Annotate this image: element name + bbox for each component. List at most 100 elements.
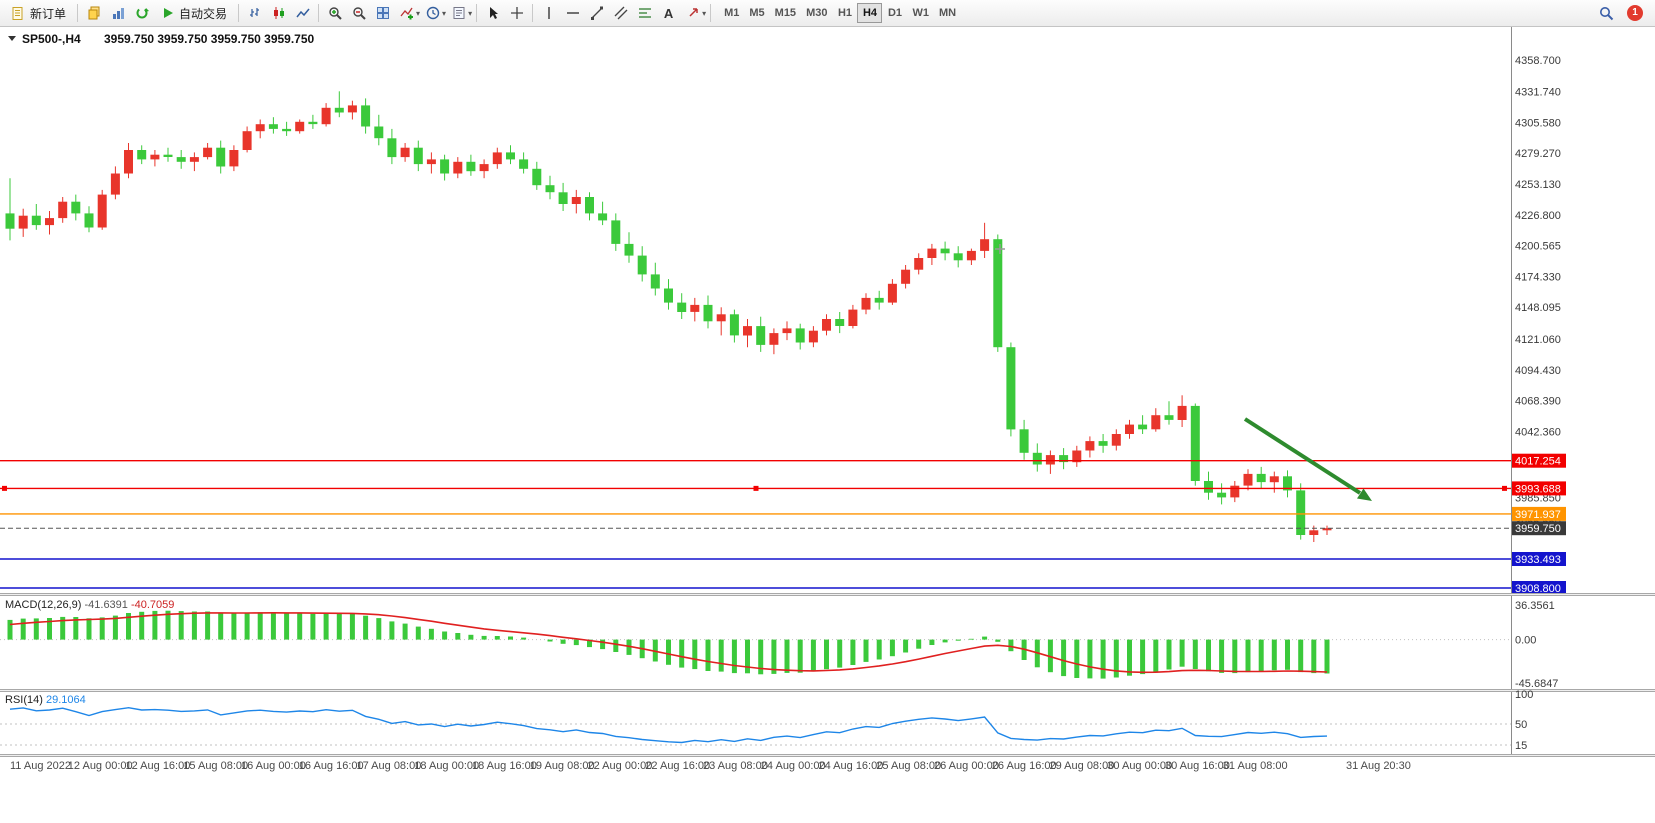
candle-body xyxy=(466,161,476,172)
price-line-label-bg xyxy=(1512,481,1566,496)
text-tool-button[interactable]: A xyxy=(657,2,680,24)
arrows-tool-button[interactable] xyxy=(681,2,704,24)
rsi-scale-100: 100 xyxy=(1515,689,1533,701)
candle-body xyxy=(1283,476,1292,491)
indicators-caret-icon[interactable]: ▾ xyxy=(416,8,421,18)
candle-body xyxy=(848,309,858,326)
macd-scale-max: 36.3561 xyxy=(1515,600,1555,612)
trend-arrow[interactable] xyxy=(1243,417,1372,501)
candle-body xyxy=(519,159,529,169)
candle-body xyxy=(1006,347,1016,430)
line-handle[interactable] xyxy=(753,485,759,491)
price-line-label-bg xyxy=(1512,506,1566,521)
templates-button[interactable] xyxy=(447,2,470,24)
algo-trading-label: 自动交易 xyxy=(179,6,228,21)
timeframe-H4[interactable]: H4 xyxy=(857,3,883,23)
panel-separator[interactable] xyxy=(0,689,1655,692)
new-order-button[interactable]: 新订单 xyxy=(4,2,73,24)
candle-body xyxy=(966,250,976,261)
candle-body xyxy=(84,213,94,228)
templates-caret-icon[interactable]: ▾ xyxy=(468,8,473,18)
candle-body xyxy=(282,128,292,132)
candle-body xyxy=(532,168,542,186)
current-price-label: 3959.750 xyxy=(1515,523,1561,535)
crosshair-icon xyxy=(510,7,523,19)
time-label: 24 Aug 00:00 xyxy=(761,760,826,772)
fibonacci-icon xyxy=(638,8,651,18)
timeframe-M15[interactable]: M15 xyxy=(770,3,801,23)
search-button[interactable] xyxy=(1595,2,1618,24)
timeframe-M5[interactable]: M5 xyxy=(744,3,769,23)
cursor-button[interactable] xyxy=(481,2,504,24)
time-label: 31 Aug 08:00 xyxy=(1223,760,1288,772)
candle-body xyxy=(1019,429,1029,453)
timeframe-H1[interactable]: H1 xyxy=(832,3,857,23)
vertical-line-button[interactable] xyxy=(537,2,560,24)
refresh-button[interactable] xyxy=(130,2,153,24)
tile-windows-button[interactable] xyxy=(371,2,394,24)
zoom-out-button[interactable] xyxy=(347,2,370,24)
horizontal-line-icon xyxy=(566,12,579,14)
arrows-caret-icon[interactable]: ▾ xyxy=(702,8,707,18)
timeframe-W1[interactable]: W1 xyxy=(907,3,934,23)
time-label: 18 Aug 16:00 xyxy=(472,760,537,772)
candle-body xyxy=(637,255,647,275)
candle-body xyxy=(1190,405,1200,481)
line-handle[interactable] xyxy=(1502,485,1507,491)
notification-badge[interactable]: 1 xyxy=(1627,5,1643,21)
panel-separator[interactable] xyxy=(0,593,1655,596)
fibonacci-button[interactable] xyxy=(633,2,656,24)
candle-body xyxy=(1059,455,1069,463)
candle-body xyxy=(795,328,805,343)
time-label: 16 Aug 16:00 xyxy=(299,760,364,772)
periods-button[interactable] xyxy=(421,2,444,24)
line-chart-button[interactable] xyxy=(291,2,314,24)
line-handle[interactable] xyxy=(2,485,7,491)
zoom-in-button[interactable] xyxy=(323,2,346,24)
timeframe-M30[interactable]: M30 xyxy=(801,3,832,23)
periods-caret-icon[interactable]: ▾ xyxy=(442,8,447,18)
cross-marker xyxy=(995,244,1005,254)
market-watch-button[interactable] xyxy=(106,2,129,24)
price-tick: 4200.565 xyxy=(1515,241,1561,253)
panel-separator[interactable] xyxy=(0,754,1655,757)
candle-body xyxy=(137,150,147,160)
toolbar-right-group: 1 xyxy=(1595,2,1651,24)
price-tick: 4331.740 xyxy=(1515,87,1561,99)
algo-trading-button[interactable]: 自动交易 xyxy=(154,2,234,24)
price-tick: 4068.390 xyxy=(1515,396,1561,408)
bars-chart-button[interactable] xyxy=(243,2,266,24)
candle-body xyxy=(400,147,410,158)
candle-body xyxy=(1125,424,1134,434)
candle-body xyxy=(242,131,252,150)
tile-windows-icon xyxy=(376,7,389,19)
channel-button[interactable] xyxy=(609,2,632,24)
candle-body xyxy=(677,302,687,312)
candle-body xyxy=(1085,441,1095,451)
candle-body xyxy=(716,314,726,322)
horizontal-line-button[interactable] xyxy=(561,2,584,24)
price-tick: 4042.360 xyxy=(1515,426,1561,438)
toolbar-divider xyxy=(532,4,534,22)
timeframe-D1[interactable]: D1 xyxy=(882,3,907,23)
trendline-button[interactable] xyxy=(585,2,608,24)
chart-canvas[interactable]: SP500-,H4 3959.750 3959.750 3959.750 3959… xyxy=(0,27,1655,823)
indicators-button[interactable] xyxy=(395,2,418,24)
candle-body xyxy=(308,121,318,125)
crosshair-button[interactable] xyxy=(505,2,528,24)
timeframe-MN[interactable]: MN xyxy=(934,3,961,23)
candle-body xyxy=(611,220,621,244)
new-order-label: 新订单 xyxy=(30,6,67,21)
candles-chart-button[interactable] xyxy=(267,2,290,24)
timeframe-M1[interactable]: M1 xyxy=(719,3,744,23)
price-axis[interactable]: 4358.700 4331.740 4305.580 4279.270 4253.130… xyxy=(1511,27,1567,757)
one-click-trading-expander[interactable] xyxy=(8,36,16,41)
candle-body xyxy=(808,330,818,343)
search-icon xyxy=(1600,6,1614,20)
time-label: 11 Aug 2022 xyxy=(10,760,71,772)
candle-body xyxy=(5,213,15,229)
candle-body xyxy=(31,215,41,226)
candle-body xyxy=(953,253,963,261)
chart-copy-button[interactable] xyxy=(82,2,105,24)
